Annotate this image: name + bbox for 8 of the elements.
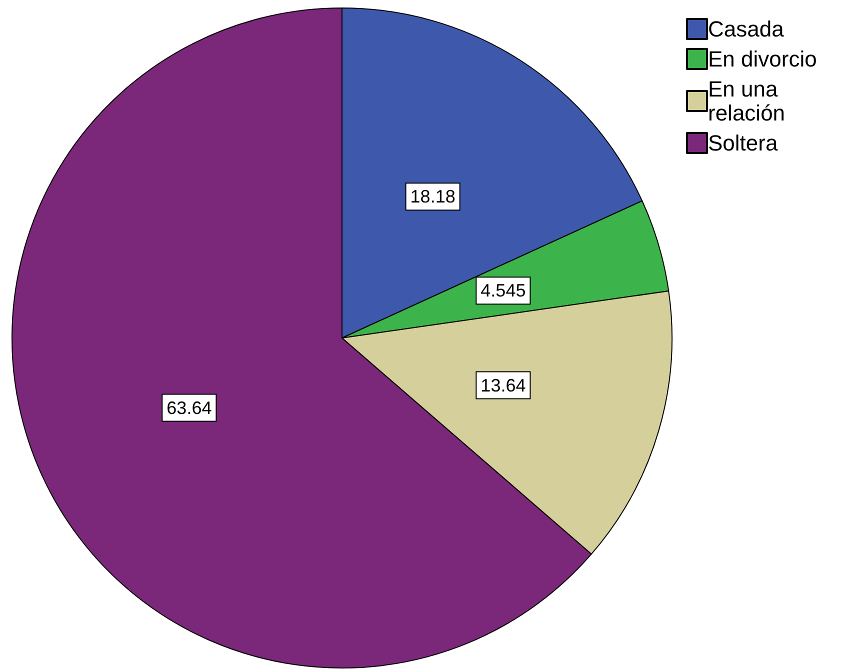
data-label: 13.64 [480,375,526,396]
data-label: 18.18 [410,186,456,207]
legend-label: En divorcio [708,46,817,72]
legend-label: En una relación [708,76,786,126]
data-label: 63.64 [166,398,212,418]
legend-label: Soltera [708,130,778,156]
data-label: 4.545 [480,280,526,301]
legend-label: Casada [708,16,785,42]
